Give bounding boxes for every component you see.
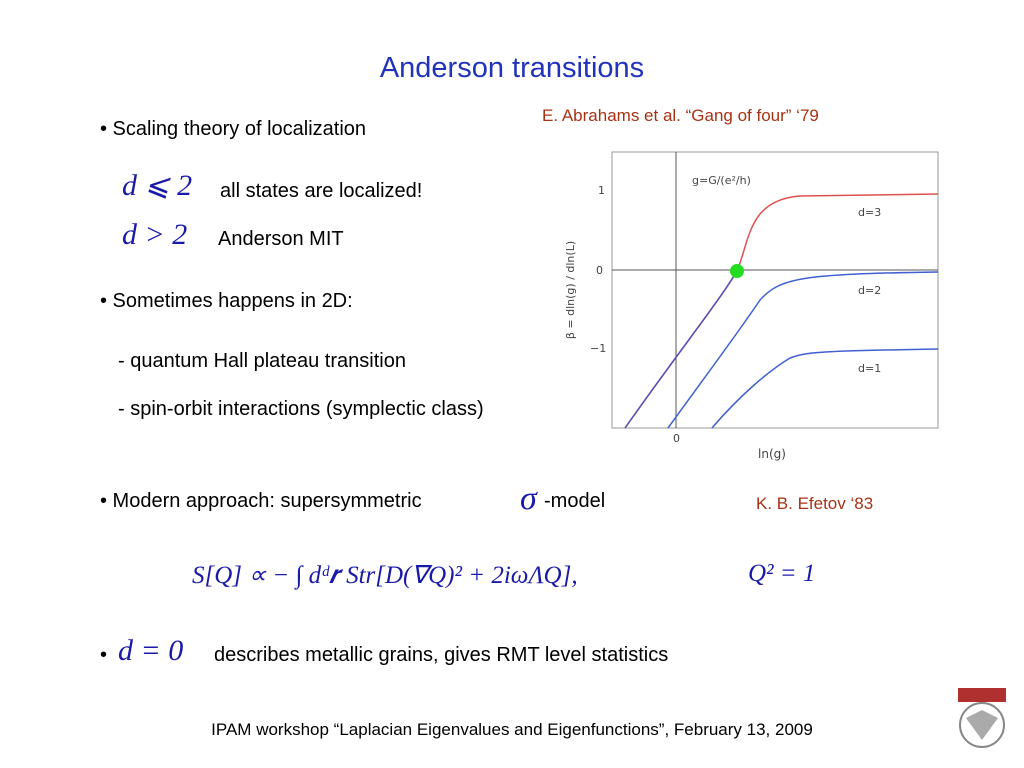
legend: g=G/(e²/h) xyxy=(692,174,751,187)
curve-d3-lower xyxy=(624,270,738,429)
citation: K. B. Efetov ‘83 xyxy=(756,494,874,513)
title: Anderson transitions xyxy=(379,52,645,84)
curve-label: d=2 xyxy=(858,284,881,297)
y-label: β = dln(g) / dln(L) xyxy=(564,241,577,339)
y-tick-label: 0 xyxy=(596,264,603,277)
curve-label: d=3 xyxy=(858,206,881,219)
plot-frame xyxy=(611,151,939,429)
math: σ xyxy=(520,480,537,517)
curve-d2 xyxy=(667,271,939,429)
footer: IPAM workshop “Laplacian Eigenvalues and… xyxy=(211,720,813,739)
formula: S[Q] ∝ − ∫ dᵈ𝒓 Str[D(∇Q)² + 2iωΛQ], xyxy=(192,562,578,589)
y-tick-label: −1 xyxy=(590,342,606,355)
math: d = 0 xyxy=(118,634,184,667)
bullet: - spin-orbit interactions (symplectic cl… xyxy=(118,398,484,420)
logo xyxy=(958,688,1006,702)
x-label: ln(g) xyxy=(758,447,786,461)
curve-d1 xyxy=(711,348,939,429)
bullet: • Scaling theory of localization xyxy=(100,118,367,140)
math: d > 2 xyxy=(122,218,188,251)
bullet: Anderson MIT xyxy=(218,228,344,250)
x-tick-label: 0 xyxy=(673,432,680,445)
curve-d3 xyxy=(624,193,939,429)
y-tick-label: 1 xyxy=(598,184,605,197)
curve-label: d=1 xyxy=(858,362,881,375)
logo xyxy=(959,702,1005,748)
fixed-point xyxy=(730,264,744,278)
math: d ⩽ 2 xyxy=(122,169,193,202)
formula: Q² = 1 xyxy=(748,560,816,587)
bullet: • Modern approach: supersymmetric xyxy=(100,490,422,512)
bullet: describes metallic grains, gives RMT lev… xyxy=(214,644,669,666)
bullet: - quantum Hall plateau transition xyxy=(118,350,406,372)
citation: E. Abrahams et al. “Gang of four” ‘79 xyxy=(542,106,819,125)
bullet: all states are localized! xyxy=(220,180,423,202)
bullet: • Sometimes happens in 2D: xyxy=(100,290,353,312)
bullet: -model xyxy=(544,490,606,512)
bullet: • xyxy=(100,644,108,666)
logo xyxy=(966,710,998,740)
